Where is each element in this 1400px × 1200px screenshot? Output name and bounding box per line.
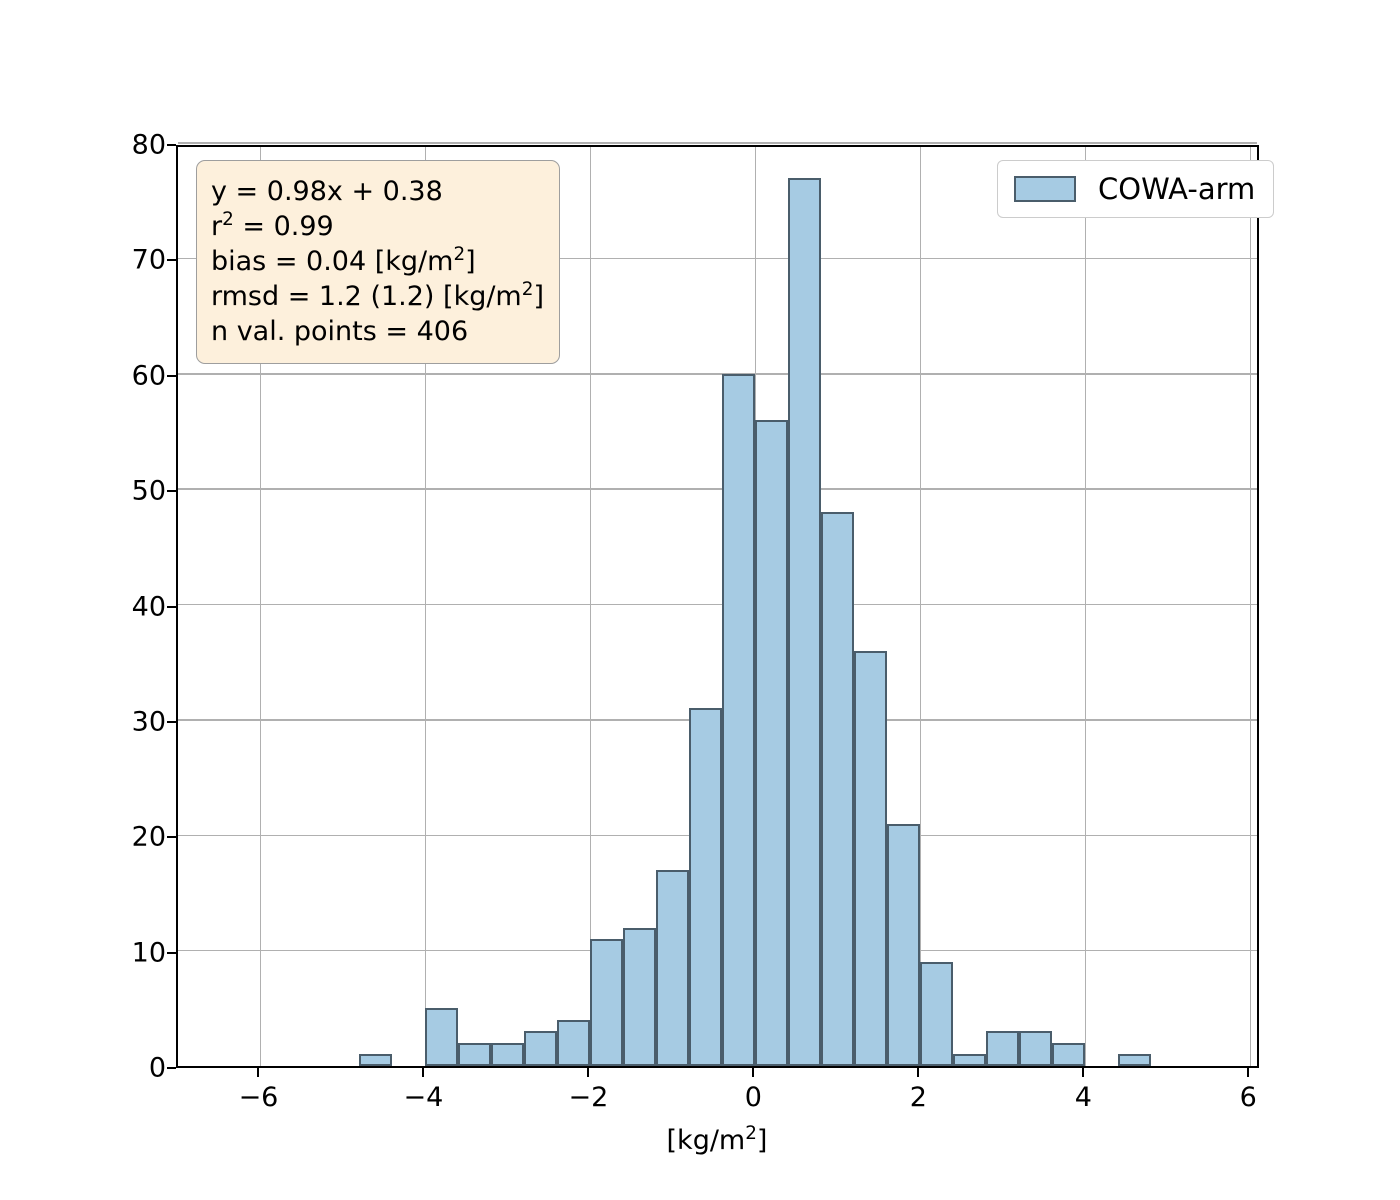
- x-axis-tick: [257, 1068, 260, 1077]
- stat-rmsd-exponent: 2: [521, 279, 534, 301]
- histogram-bar: [1052, 1042, 1086, 1066]
- y-axis-tick: [167, 605, 176, 608]
- histogram-bar: [425, 1008, 459, 1066]
- x-axis-tick-label: 0: [744, 1082, 762, 1113]
- histogram-bar: [854, 650, 888, 1066]
- stat-r-squared-value: = 0.99: [233, 211, 334, 243]
- y-axis-tick-label: 80: [131, 129, 166, 161]
- y-axis-tick: [167, 490, 176, 493]
- histogram-bar: [788, 177, 822, 1066]
- histogram-bar: [953, 1054, 987, 1066]
- y-axis-tick-label: 40: [131, 591, 166, 622]
- y-axis-tick-label: 10: [131, 937, 166, 969]
- stat-r-squared: r2 = 0.99: [211, 209, 545, 244]
- gridline-vertical: [919, 147, 922, 1066]
- x-axis-tick: [752, 1068, 755, 1077]
- histogram-bar: [557, 1019, 591, 1066]
- gridline-vertical: [424, 147, 427, 1066]
- y-axis-tick: [167, 259, 176, 262]
- stat-rmsd-tail: ]: [533, 281, 544, 313]
- x-axis-tick-label: −2: [568, 1082, 609, 1113]
- legend-label-cowa-arm: COWA-arm: [1098, 172, 1256, 206]
- stats-annotation-box: y = 0.98x + 0.38 r2 = 0.99 bias = 0.04 […: [196, 160, 560, 365]
- x-axis-tick-label: 6: [1239, 1082, 1257, 1113]
- stat-r-squared-symbol: r: [211, 211, 223, 243]
- histogram-bar: [689, 708, 723, 1066]
- histogram-bar: [590, 939, 624, 1066]
- histogram-bar: [359, 1054, 393, 1066]
- x-axis-label: [kg/m2]: [666, 1123, 768, 1156]
- y-axis-tick-label: 70: [131, 244, 166, 276]
- gridline-vertical: [1084, 147, 1087, 1066]
- legend-swatch-cowa-arm: [1014, 176, 1076, 202]
- histogram-bar: [920, 962, 954, 1066]
- histogram-bar: [755, 419, 789, 1066]
- x-axis-label-tail: ]: [756, 1125, 768, 1156]
- histogram-bar: [524, 1031, 558, 1066]
- stat-rmsd: rmsd = 1.2 (1.2) [kg/m2]: [211, 279, 545, 314]
- stat-bias: bias = 0.04 [kg/m2]: [211, 244, 545, 279]
- gridline-horizontal: [178, 603, 1257, 606]
- y-axis-tick: [167, 836, 176, 839]
- x-axis-tick-label: −6: [238, 1082, 279, 1113]
- y-axis-tick-label: 0: [148, 1052, 166, 1084]
- histogram-bar: [887, 823, 921, 1066]
- x-axis-tick: [1247, 1068, 1250, 1077]
- histogram-bar: [623, 927, 657, 1066]
- stat-bias-exponent: 2: [453, 244, 466, 266]
- x-axis-tick-label: 4: [1074, 1082, 1092, 1113]
- stat-bias-text: bias = 0.04 [kg/m: [211, 246, 454, 278]
- legend: COWA-arm: [997, 160, 1275, 218]
- stat-r-squared-exponent: 2: [222, 209, 234, 231]
- x-axis-label-text: [kg/m: [666, 1125, 746, 1156]
- y-axis-tick-label: 60: [131, 360, 166, 392]
- histogram-bars: [178, 147, 1257, 1066]
- y-axis-tick: [167, 144, 176, 146]
- x-axis-tick: [422, 1068, 425, 1077]
- y-axis-tick-label: 30: [131, 706, 166, 738]
- histogram-bar: [722, 373, 756, 1066]
- x-axis-tick: [1082, 1068, 1085, 1077]
- y-axis-tick-label: 20: [131, 821, 166, 853]
- x-axis-label-exponent: 2: [745, 1123, 757, 1144]
- histogram-bar: [821, 512, 855, 1066]
- y-axis-tick: [167, 951, 176, 954]
- gridline-horizontal: [178, 142, 1257, 144]
- y-axis-tick: [167, 374, 176, 377]
- stat-bias-tail: ]: [465, 246, 476, 278]
- histogram-bar: [491, 1042, 525, 1066]
- gridline-vertical: [259, 147, 262, 1066]
- x-axis-tick-label: −4: [403, 1082, 444, 1113]
- gridline-horizontal: [178, 373, 1257, 375]
- histogram-bar: [1019, 1031, 1053, 1066]
- stat-rmsd-text: rmsd = 1.2 (1.2) [kg/m: [211, 281, 522, 313]
- x-axis-tick-label: 2: [909, 1082, 927, 1113]
- y-axis-tick: [167, 1067, 176, 1069]
- stat-fit-equation: y = 0.98x + 0.38: [211, 176, 443, 207]
- gridline-horizontal: [178, 488, 1257, 490]
- y-axis-tick: [167, 720, 176, 723]
- x-axis-tick: [587, 1068, 590, 1077]
- gridline-horizontal: [178, 257, 1257, 260]
- gridline-vertical: [589, 147, 592, 1066]
- gridline-vertical: [1249, 147, 1252, 1066]
- stat-n-points: n val. points = 406: [211, 316, 469, 348]
- histogram-bar: [1118, 1054, 1152, 1066]
- y-axis-tick-label: 50: [131, 475, 166, 507]
- histogram-bar: [656, 869, 690, 1066]
- histogram-bar: [986, 1031, 1020, 1066]
- histogram-bar: [458, 1042, 492, 1066]
- x-axis-tick: [917, 1068, 920, 1077]
